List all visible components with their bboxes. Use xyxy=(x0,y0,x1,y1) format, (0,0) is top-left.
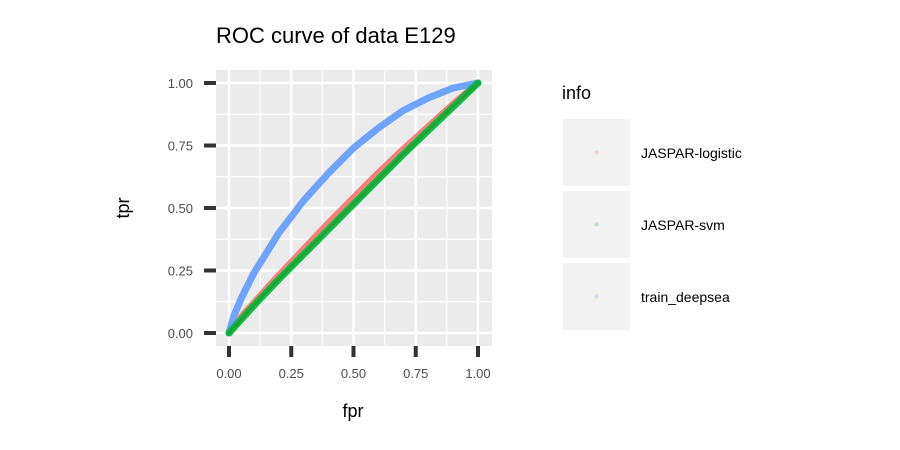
legend-label: JASPAR-svm xyxy=(641,217,725,233)
axes: 0.00 0.25 0.50 0.75 1.00 0.00 0.25 0.50 0.75 1.00 xyxy=(168,76,491,381)
legend-key-point xyxy=(594,294,599,299)
legend: info JASPAR-logistic JASPAR-svm train_deep… xyxy=(562,83,742,330)
x-tick-label: 0.50 xyxy=(341,366,366,381)
x-tick-label: 0.00 xyxy=(216,366,241,381)
y-tick-label: 1.00 xyxy=(168,76,193,91)
x-tick-label: 0.25 xyxy=(279,366,304,381)
y-tick-label: 0.00 xyxy=(168,326,193,341)
legend-key-box xyxy=(563,119,630,186)
y-tick-label: 0.25 xyxy=(168,264,193,279)
series-line-core-JASPAR-svm xyxy=(227,81,480,335)
y-tick-label: 0.50 xyxy=(168,201,193,216)
legend-key-point xyxy=(594,222,599,227)
series-line-train_deepsea xyxy=(225,79,482,337)
x-tick-label: 1.00 xyxy=(465,366,490,381)
legend-label: train_deepsea xyxy=(641,289,730,305)
y-tick-label: 0.75 xyxy=(168,139,193,154)
legend-label: JASPAR-logistic xyxy=(641,145,742,161)
legend-key-point xyxy=(594,150,599,155)
legend-key-box xyxy=(563,263,630,330)
x-axis-title: fpr xyxy=(342,401,363,421)
y-axis-title: tpr xyxy=(113,197,133,218)
x-tick-label: 0.75 xyxy=(403,366,428,381)
legend-title: info xyxy=(562,83,591,103)
chart-title: ROC curve of data E129 xyxy=(216,23,456,48)
legend-key-box xyxy=(563,191,630,258)
series-layer xyxy=(225,79,482,337)
